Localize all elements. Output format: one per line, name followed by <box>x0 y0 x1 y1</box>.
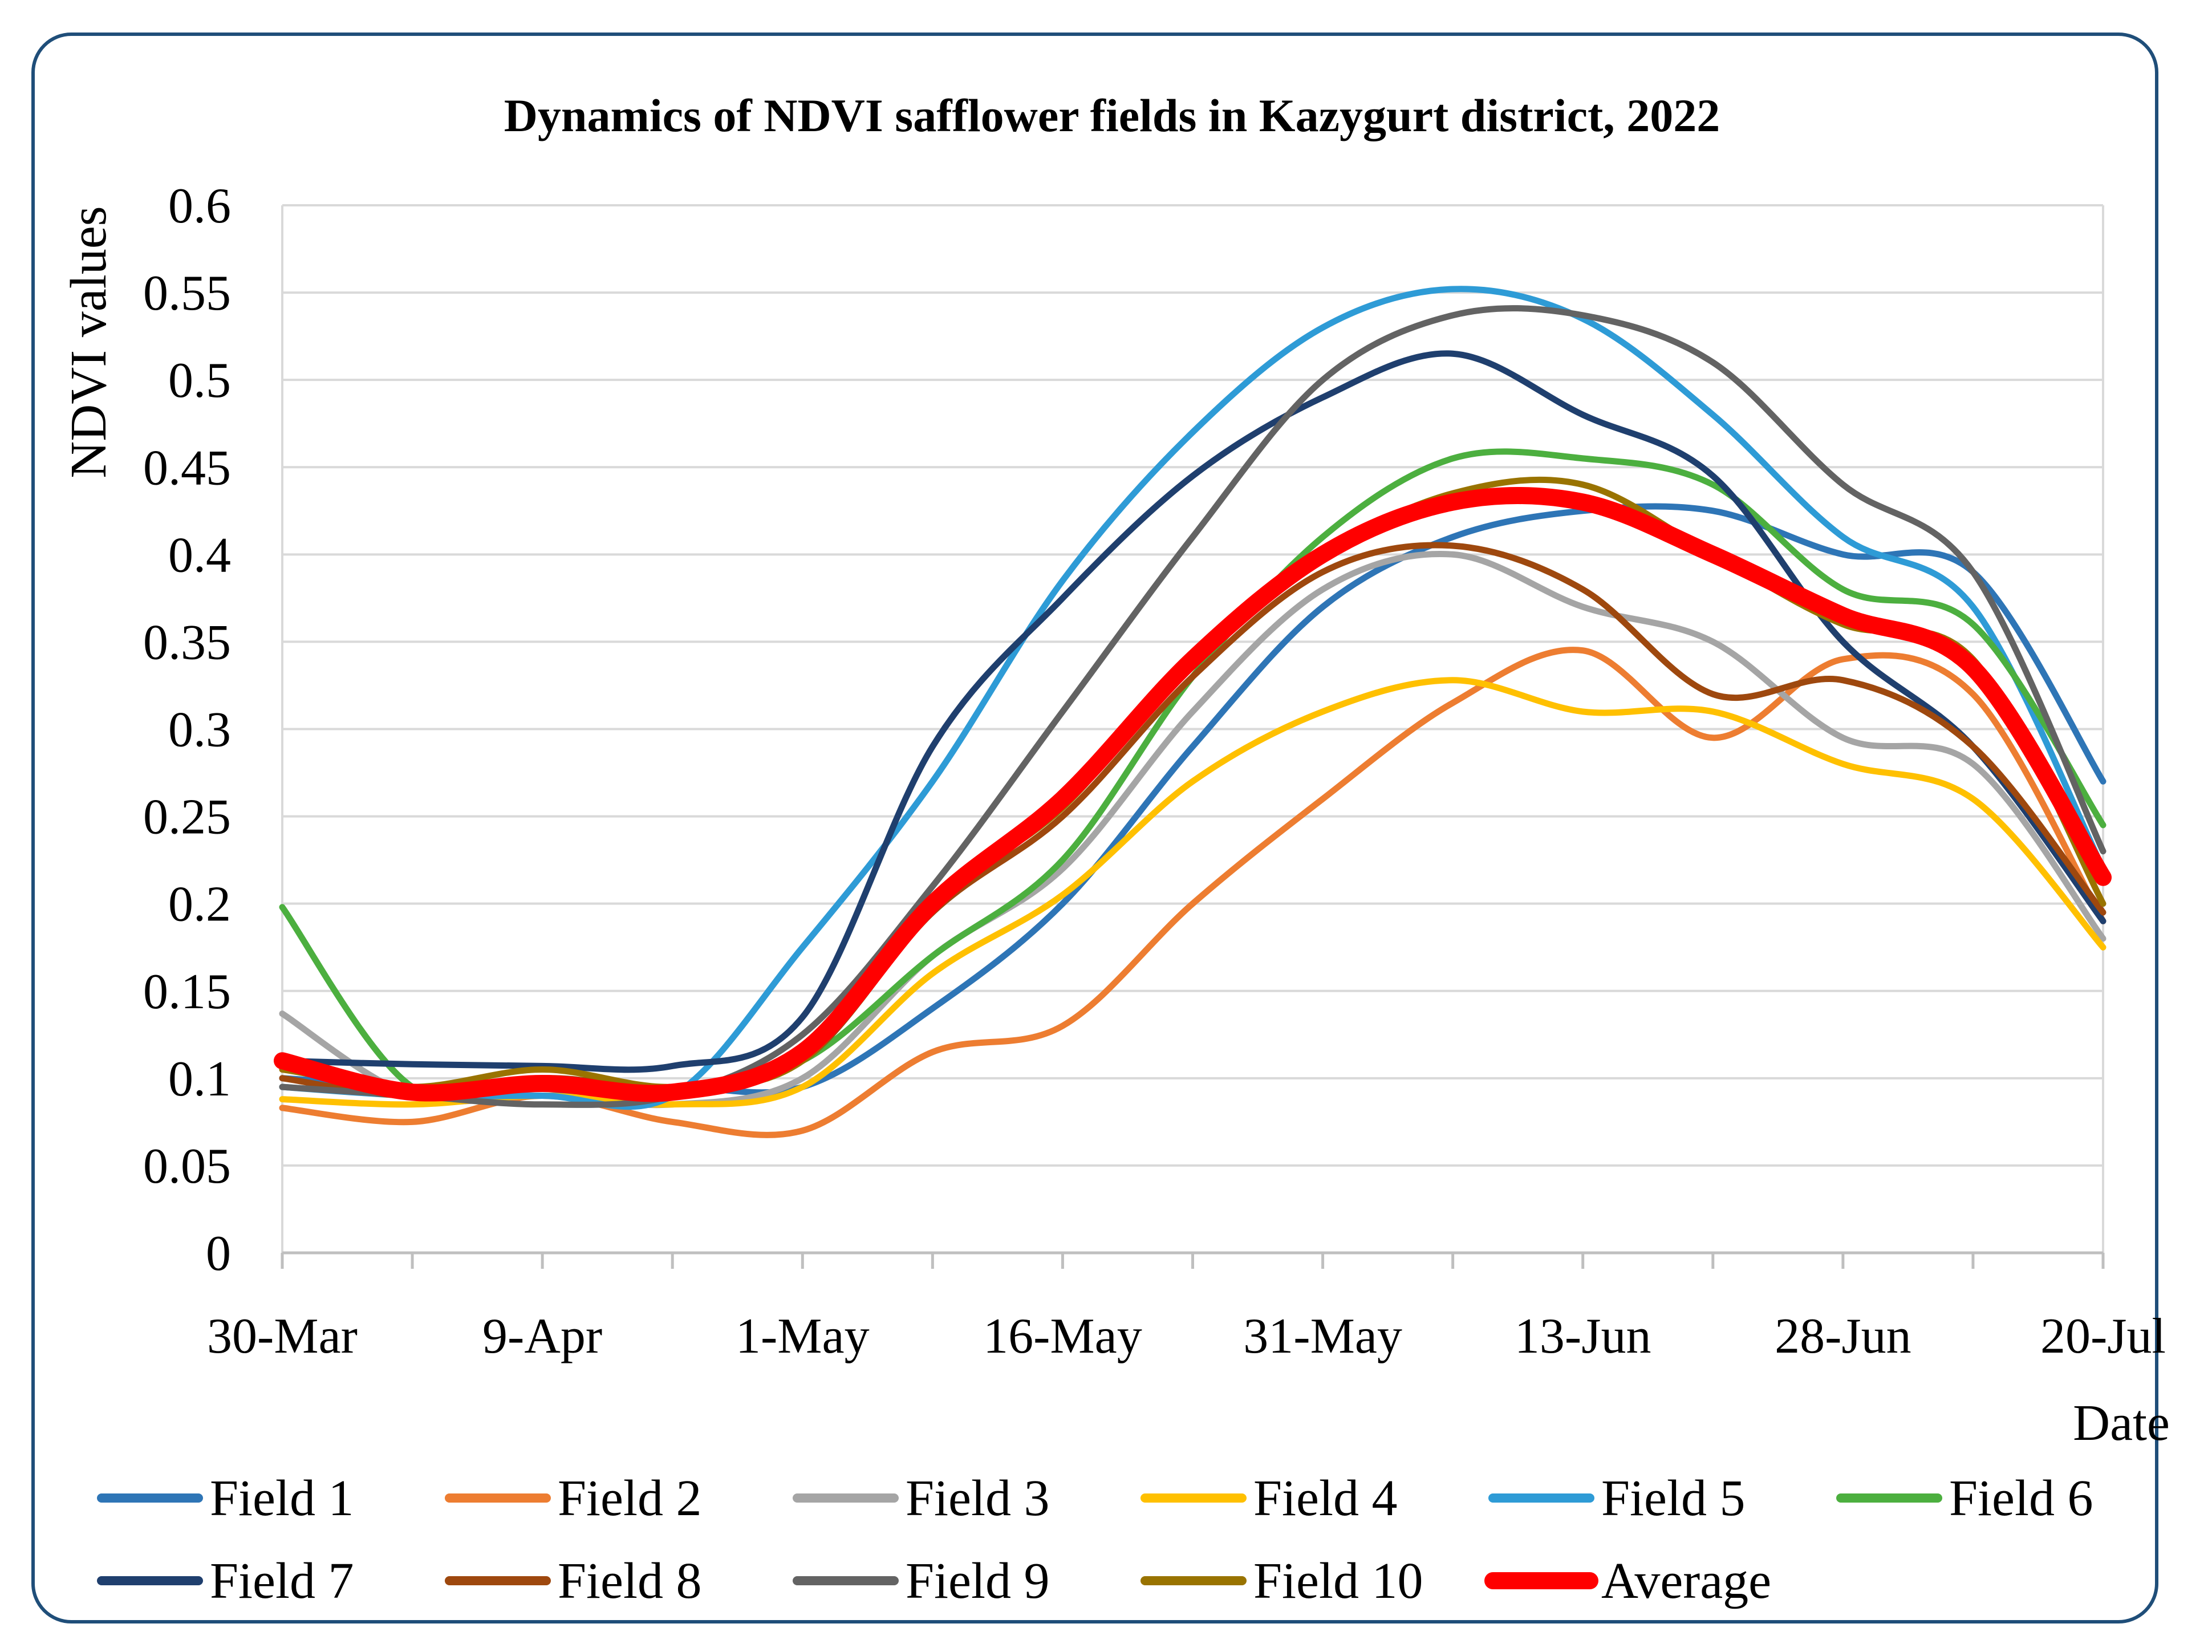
series-line-field-1 <box>279 503 2107 1099</box>
legend-label-field-6: Field 6 <box>1949 1470 2093 1527</box>
legend-label-field-1: Field 1 <box>210 1470 354 1527</box>
series-line-field-3 <box>279 551 2107 1109</box>
legend-label-average: Average <box>1601 1553 1771 1609</box>
y-tick-labels: 0 0.05 0.1 0.15 0.2 0.25 0.3 0.35 0.4 0.45 0.5 0.55… <box>143 178 231 1281</box>
x-tick-label: 9-Apr <box>482 1309 602 1364</box>
legend-label-field-8: Field 8 <box>558 1553 702 1609</box>
chart-title: Dynamics of NDVI safflower fields in Kaz… <box>504 90 1720 141</box>
y-tick-label: 0.25 <box>143 790 231 845</box>
series-line-field-2 <box>279 647 2107 1138</box>
legend-label-field-7: Field 7 <box>210 1553 354 1609</box>
chart-frame <box>31 33 2158 1623</box>
y-tick-label: 0.2 <box>168 877 231 932</box>
y-tick-label: 0.15 <box>143 964 231 1020</box>
y-tick-label: 0.3 <box>168 703 231 758</box>
legend-label-field-9: Field 9 <box>906 1553 1050 1609</box>
y-tick-label: 0.55 <box>143 266 231 321</box>
x-tick-label: 31-May <box>1243 1309 1402 1364</box>
x-tick-label: 28-Jun <box>1775 1309 1911 1364</box>
legend: Field 1 Field 2 Field 3 Field 4 Field 5 Field… <box>97 1470 2093 1609</box>
y-tick-label: 0.4 <box>168 527 231 583</box>
y-tick-label: 0.6 <box>168 178 231 234</box>
y-tick-label: 0.45 <box>143 440 231 496</box>
y-tick-label: 0.1 <box>168 1052 231 1107</box>
series-line-field-4 <box>279 677 2107 1108</box>
x-tick-label: 20-Jul <box>2040 1309 2166 1364</box>
y-axis-title: NDVI values <box>60 206 117 478</box>
series-line-field-9 <box>279 305 2107 1108</box>
x-tick-label: 1-May <box>736 1309 870 1364</box>
x-tick-label: 30-Mar <box>207 1309 358 1364</box>
x-axis-title: Date <box>2073 1395 2170 1451</box>
legend-label-field-3: Field 3 <box>906 1470 1050 1527</box>
y-tick-label: 0.35 <box>143 615 231 670</box>
y-tick-label: 0 <box>206 1226 231 1281</box>
x-axis: 30-Mar 9-Apr 1-May 16-May 31-May 13-Jun 28-Jun… <box>207 1251 2166 1364</box>
y-tick-label: 0.5 <box>168 353 231 408</box>
series-line-field-5 <box>279 286 2107 1110</box>
x-tick-label: 13-Jun <box>1515 1309 1651 1364</box>
legend-label-field-4: Field 4 <box>1253 1470 1398 1527</box>
y-tick-label: 0.05 <box>143 1139 231 1194</box>
legend-label-field-10: Field 10 <box>1253 1553 1423 1609</box>
legend-label-field-5: Field 5 <box>1601 1470 1746 1527</box>
legend-label-field-2: Field 2 <box>558 1470 702 1527</box>
series-line-average <box>274 487 2112 1102</box>
x-tick-label: 16-May <box>983 1309 1142 1364</box>
series-lines <box>274 286 2112 1138</box>
